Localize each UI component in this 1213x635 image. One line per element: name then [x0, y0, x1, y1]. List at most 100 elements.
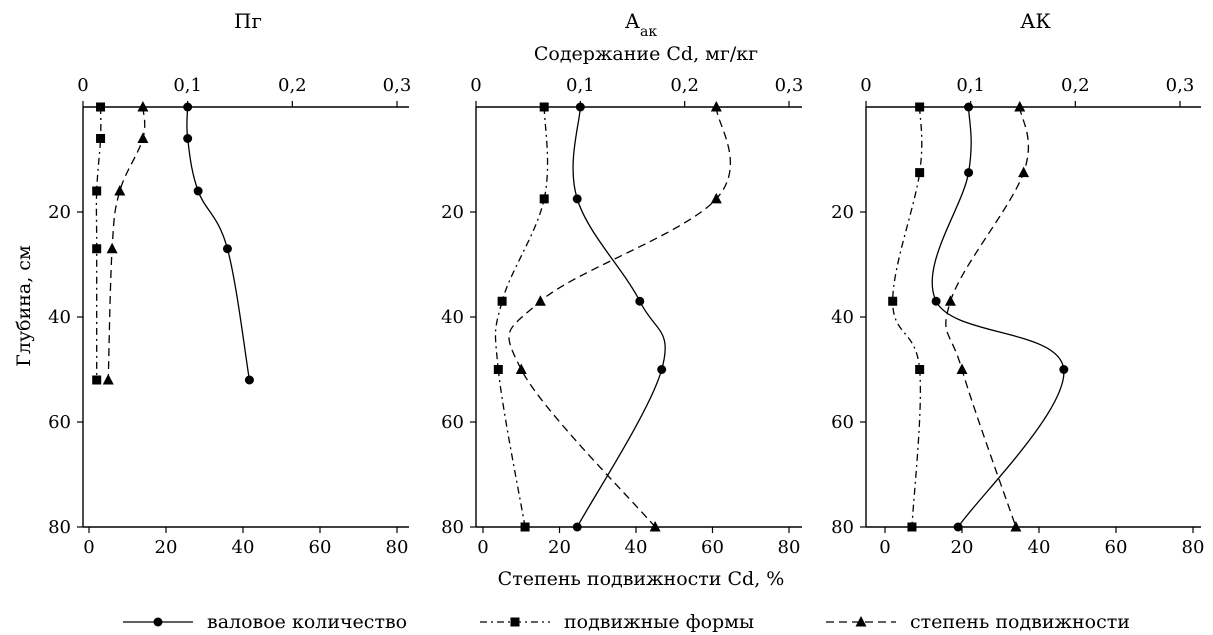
- series-line: [892, 106, 923, 528]
- circle-marker: [222, 244, 232, 254]
- series-line: [107, 106, 146, 381]
- top-tick-label: 0,3: [383, 75, 412, 96]
- series-square: [493, 102, 549, 532]
- legend-label: степень подвижности: [910, 611, 1130, 633]
- legend-label: подвижные формы: [564, 611, 754, 633]
- panel-title: АК: [1020, 9, 1051, 33]
- panel-title: Аак: [625, 9, 658, 40]
- top-tick-label: 0,2: [670, 75, 699, 96]
- bottom-axis-label: Степень подвижности Cd, %: [498, 568, 785, 590]
- circle-marker: [244, 375, 254, 385]
- triangle-marker: [515, 363, 527, 374]
- top-tick-label: 0: [77, 75, 88, 96]
- circle-marker: [635, 296, 645, 306]
- square-marker: [510, 617, 520, 627]
- bottom-tick-label: 0: [83, 537, 94, 558]
- triangle-marker: [1018, 166, 1030, 178]
- series-line: [572, 106, 666, 528]
- y-tick-label: 60: [441, 412, 464, 433]
- square-marker: [915, 102, 925, 112]
- square-marker: [96, 102, 106, 112]
- square-marker: [888, 296, 898, 306]
- triangle-marker: [710, 101, 722, 112]
- y-tick-label: 60: [48, 412, 71, 433]
- legend-item: степень подвижности: [826, 611, 1130, 633]
- y-tick-label: 80: [831, 517, 854, 538]
- top-tick-label: 0,2: [278, 75, 307, 96]
- y-tick-label: 20: [48, 202, 71, 223]
- circle-marker: [193, 186, 203, 196]
- square-marker: [539, 194, 549, 204]
- chart-panel-3: АК 0 0,1 0,2 0,3 0 20 40 60 80 20 40 60 80: [831, 9, 1204, 558]
- circle-marker: [1059, 365, 1069, 374]
- top-tick-label: 0,3: [1166, 75, 1195, 96]
- bottom-tick-label: 60: [701, 537, 724, 558]
- series-circle: [572, 102, 667, 532]
- triangle-marker: [137, 101, 149, 112]
- circle-marker: [183, 102, 193, 112]
- bottom-tick-label: 60: [1105, 537, 1128, 558]
- circle-marker: [572, 194, 582, 204]
- chart-panel-2: Аак 0 0,1 0,2 0,3 0 20 40 60 80 20 40 60 80: [441, 9, 803, 558]
- y-tick-label: 80: [441, 517, 464, 538]
- top-tick-label: 0,1: [956, 75, 985, 96]
- circle-marker: [964, 102, 974, 112]
- circle-marker: [657, 365, 667, 374]
- y-tick-label: 80: [48, 517, 71, 538]
- legend-label: валовое количество: [207, 611, 407, 633]
- top-tick-label: 0,1: [173, 75, 202, 96]
- legend: валовое количество подвижные формы степень…: [123, 611, 1130, 633]
- square-marker: [493, 365, 503, 374]
- y-tick-label: 20: [831, 202, 854, 223]
- triangle-marker: [106, 242, 118, 254]
- circle-marker: [953, 522, 963, 532]
- series-line: [945, 106, 1029, 528]
- series-circle: [183, 102, 254, 385]
- top-axis-label: Содержание Cd, мг/кг: [534, 43, 758, 65]
- square-marker: [96, 134, 106, 143]
- circle-marker: [183, 134, 193, 143]
- square-marker: [497, 296, 507, 306]
- panel-title: Пг: [234, 9, 262, 33]
- bottom-tick-label: 40: [1028, 537, 1051, 558]
- triangle-marker: [956, 363, 968, 374]
- y-tick-label: 40: [831, 307, 854, 328]
- triangle-marker: [137, 132, 149, 143]
- triangle-marker: [114, 185, 126, 196]
- triangle-marker: [649, 521, 661, 532]
- bottom-tick-label: 80: [778, 537, 801, 558]
- series-line: [931, 106, 1065, 528]
- triangle-marker: [102, 374, 114, 385]
- bottom-tick-label: 80: [1182, 537, 1205, 558]
- square-marker: [92, 375, 102, 385]
- circle-marker: [575, 102, 585, 112]
- series-triangle: [102, 101, 149, 385]
- circle-marker: [153, 617, 163, 627]
- series-square: [92, 102, 106, 385]
- triangle-marker: [1010, 521, 1022, 532]
- bottom-tick-label: 0: [477, 537, 488, 558]
- series-triangle: [508, 101, 731, 532]
- bottom-tick-label: 40: [232, 537, 255, 558]
- circle-marker: [931, 296, 941, 306]
- top-tick-label: 0,2: [1061, 75, 1090, 96]
- bottom-tick-label: 40: [625, 537, 648, 558]
- series-line: [494, 106, 549, 528]
- top-tick-label: 0: [470, 75, 481, 96]
- triangle-marker: [1014, 101, 1026, 112]
- series-triangle: [944, 101, 1030, 532]
- series-square: [888, 102, 925, 532]
- legend-item: валовое количество: [123, 611, 407, 633]
- chart-panels: Пг 0 0,1 0,2 0,3 0 20 40 60 80 20 40 60 80 Аак 0 0,1 0,2 0…: [48, 9, 1204, 558]
- top-tick-label: 0,3: [775, 75, 804, 96]
- triangle-marker: [710, 192, 722, 204]
- series-line: [95, 106, 102, 380]
- y-tick-label: 40: [441, 307, 464, 328]
- bottom-tick-label: 80: [386, 537, 409, 558]
- triangle-marker: [534, 295, 546, 306]
- triangle-marker: [855, 616, 867, 627]
- series-circle: [931, 102, 1069, 532]
- square-marker: [92, 186, 102, 196]
- bottom-tick-label: 20: [951, 537, 974, 558]
- square-marker: [915, 168, 925, 178]
